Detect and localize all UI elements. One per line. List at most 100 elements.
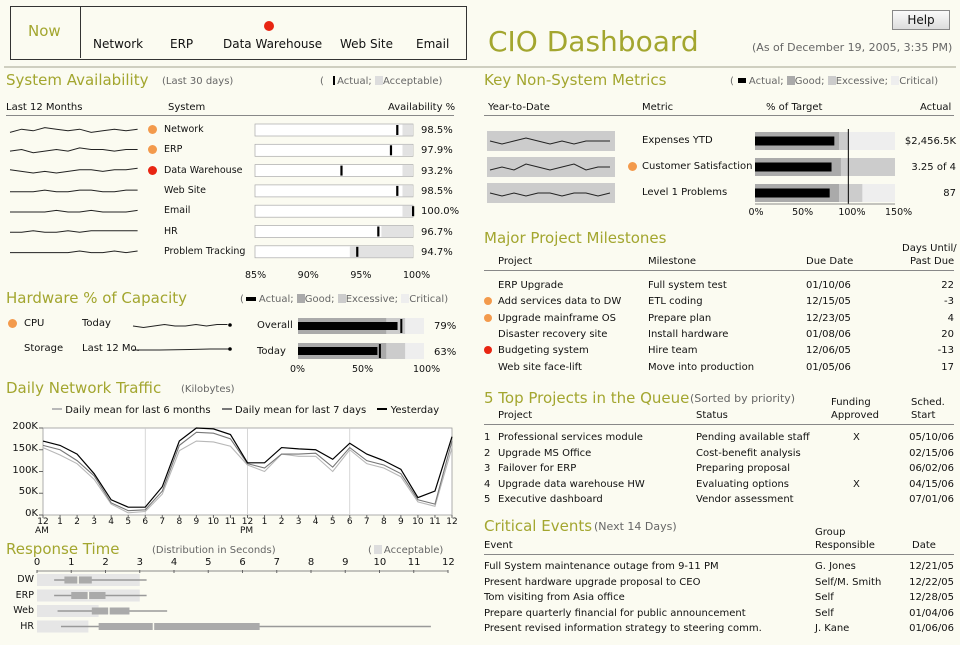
- response-row-label: Web: [13, 605, 34, 616]
- metric-sparkline-band: [487, 131, 615, 151]
- ev-col-group2: Responsible: [815, 540, 875, 551]
- availability-sparkline: [10, 250, 138, 254]
- help-button[interactable]: Help: [892, 10, 950, 30]
- hw-bar-today-label: Today: [257, 346, 286, 357]
- response-tick: 8: [307, 557, 315, 568]
- event-description: Prepare quarterly financial for public a…: [484, 607, 746, 619]
- availability-value: 98.5%: [421, 185, 453, 197]
- legend-actual: Actual;: [337, 76, 372, 87]
- events-title: Critical Events: [484, 517, 593, 535]
- ev-col-date: Date: [912, 540, 936, 551]
- hw-legend-critical: Critical): [409, 294, 449, 305]
- traffic-x-tick: 6: [346, 517, 353, 527]
- traffic-x-tick: 3: [91, 517, 97, 527]
- queue-rank: 1: [484, 432, 491, 443]
- hw-actual-bar: [298, 347, 378, 355]
- hw-legend-good: Good;: [304, 294, 335, 305]
- queue-rank: 3: [484, 463, 491, 474]
- actual-marker: [396, 185, 399, 196]
- metric-actual-bar: [755, 136, 835, 146]
- response-row-label: HR: [20, 620, 34, 632]
- system-name: Problem Tracking: [164, 245, 246, 257]
- hw-good-swatch-icon: [296, 294, 305, 303]
- queue-start: 05/10/06: [909, 432, 954, 443]
- traffic-x-tick: 11: [224, 517, 237, 527]
- tab-web-site[interactable]: Web Site: [340, 37, 394, 51]
- traffic-series-line: [42, 427, 453, 508]
- availability-sparkline: [9, 127, 138, 133]
- metric-sparkline-band: [487, 157, 615, 177]
- acceptable-range: [381, 226, 413, 237]
- response-box: [91, 607, 130, 615]
- q-header-rule: [484, 424, 954, 425]
- data-warehouse-alert-icon: [264, 21, 274, 31]
- hardware-legend: (Actual; Good; Excessive; Critical): [240, 294, 448, 305]
- acceptable-range: [349, 246, 413, 258]
- acceptable-range: [402, 124, 413, 136]
- metric-tick: 150%: [885, 207, 913, 218]
- ms-col-project: Project: [498, 256, 533, 267]
- availability-sparkline: [10, 189, 138, 193]
- queue-subtitle: (Sorted by priority): [690, 392, 796, 405]
- system-name: ERP: [164, 144, 183, 156]
- milestone-project: Add services data to DW: [498, 296, 622, 308]
- hw-legend-actual: Actual;: [258, 294, 294, 305]
- status-dot-icon: [148, 145, 157, 155]
- actual-marker: [356, 246, 359, 257]
- hw-target-marker: [378, 344, 381, 358]
- traffic-x-tick: 9: [398, 517, 404, 527]
- ev-header-rule: [484, 554, 954, 555]
- col-availability: Availability %: [388, 102, 456, 113]
- tab-data-warehouse[interactable]: Data Warehouse: [223, 37, 323, 51]
- q-col-sched1: Sched.: [911, 397, 945, 408]
- legend-7d-swatch-icon: [221, 408, 232, 410]
- metric-actual-bar: [755, 188, 830, 198]
- tab-network[interactable]: Network: [93, 37, 144, 51]
- metric-sparkline: [489, 192, 611, 197]
- metric-status-icon: [628, 162, 637, 171]
- hw-tick-0: 0%: [290, 364, 306, 375]
- response-row-label: DW: [17, 574, 34, 585]
- col-ytd: Year-to-Date: [488, 102, 550, 113]
- nav-panel: [10, 6, 467, 60]
- event-group: Self/M. Smith: [815, 576, 882, 588]
- availability-sparkline: [10, 230, 138, 233]
- milestone-project: Upgrade mainframe OS: [498, 312, 616, 324]
- actual-marker: [412, 206, 415, 217]
- traffic-x-tick: 5: [125, 517, 132, 527]
- hw-row-cpu: CPU: [24, 318, 45, 329]
- traffic-x-tick: 5: [329, 517, 336, 527]
- availability-value: 94.7%: [421, 246, 453, 258]
- queue-project: Professional services module: [498, 432, 643, 443]
- traffic-x-tick: 12: [37, 517, 49, 527]
- tab-email[interactable]: Email: [416, 37, 450, 51]
- traffic-x-tick: 8: [380, 517, 387, 527]
- queue-title: 5 Top Projects in the Queue: [484, 389, 690, 407]
- milestone-name: Full system test: [648, 280, 727, 291]
- metric-tick: 0%: [748, 207, 764, 218]
- traffic-y-tick: 150K: [12, 442, 38, 454]
- hw-row-storage-period: Last 12 Mo.: [82, 343, 140, 354]
- event-date: 12/22/05: [909, 576, 954, 588]
- queue-status: Preparing proposal: [696, 463, 791, 474]
- queue-status: Evaluating options: [696, 478, 790, 490]
- q-col-project: Project: [498, 410, 533, 421]
- availability-legend: ( Actual; Acceptable): [320, 76, 442, 87]
- ev-col-group1: Group: [815, 527, 846, 538]
- tab-erp[interactable]: ERP: [170, 37, 194, 51]
- metrics-header-rule: [484, 115, 954, 116]
- availability-subtitle: (Last 30 days): [162, 76, 234, 87]
- traffic-x-tick: 10: [412, 517, 424, 527]
- system-name: Email: [164, 205, 191, 217]
- availability-value: 96.7%: [421, 226, 453, 238]
- metrics-legend-excessive: Excessive;: [835, 76, 889, 87]
- ms-col-days2: Past Due: [910, 256, 955, 267]
- actual-marker: [340, 165, 343, 176]
- milestone-days: 4: [947, 312, 954, 324]
- legend-6mo-swatch-icon: [52, 408, 62, 410]
- event-description: Present hardware upgrade proposal to CEO: [484, 576, 701, 588]
- milestone-name: Install hardware: [648, 328, 729, 340]
- traffic-x-tick: 6: [142, 517, 149, 527]
